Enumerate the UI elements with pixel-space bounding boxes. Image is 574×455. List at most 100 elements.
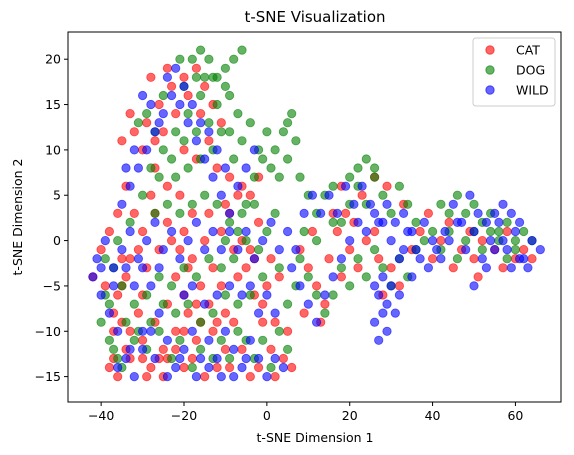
- point-cat-162: [138, 226, 148, 237]
- point-dog-31: [254, 245, 264, 255]
- point-wild-69: [196, 118, 206, 128]
- point-wild-119: [382, 199, 392, 209]
- point-wild-85: [345, 236, 355, 246]
- legend-label-cat: CAT: [516, 43, 540, 58]
- point-cat-170: [191, 299, 201, 309]
- legend-label-dog: DOG: [516, 63, 545, 78]
- point-wild-73: [138, 90, 148, 101]
- point-cat-37: [179, 72, 189, 82]
- point-wild-49: [125, 181, 135, 191]
- point-cat-70: [129, 208, 139, 218]
- point-dog-12: [233, 326, 243, 336]
- point-dog-93: [295, 172, 305, 182]
- point-wild-75: [154, 118, 164, 128]
- point-wild-169: [237, 290, 247, 300]
- x-axis-ticks: −40 −20 0 20 40 60: [88, 402, 523, 423]
- point-wild-152: [423, 263, 433, 273]
- point-wild-90: [386, 236, 396, 246]
- point-cat-53: [258, 317, 268, 327]
- point-wild-170: [245, 281, 255, 291]
- point-cat-167: [142, 371, 152, 382]
- point-dog-2: [129, 335, 139, 345]
- point-wild-133: [369, 281, 380, 291]
- point-dog-50: [183, 109, 193, 119]
- point-wild-65: [162, 72, 172, 82]
- point-dog-75: [237, 136, 247, 146]
- point-wild-138: [506, 263, 516, 273]
- point-dog-124: [311, 290, 322, 300]
- point-cat-27: [179, 226, 189, 237]
- point-dog-86: [266, 163, 276, 173]
- point-dog-132: [378, 263, 388, 273]
- point-wild-76: [129, 145, 139, 155]
- point-dog-165: [494, 226, 504, 237]
- y-tick-label: 10: [45, 142, 61, 157]
- point-cat-156: [212, 317, 222, 327]
- point-dog-180: [233, 226, 243, 237]
- point-wild-39: [225, 226, 235, 237]
- y-tick-label: −15: [35, 369, 61, 384]
- point-dog-175: [361, 154, 371, 164]
- point-wild-59: [208, 172, 218, 182]
- point-dog-150: [171, 308, 181, 318]
- point-wild-10: [179, 344, 189, 354]
- point-wild-79: [295, 281, 305, 291]
- point-wild-123: [378, 272, 388, 282]
- point-dog-55: [237, 45, 247, 55]
- point-wild-164: [179, 290, 189, 300]
- point-dog-146: [220, 290, 230, 300]
- point-dog-104: [386, 208, 396, 218]
- point-dog-122: [295, 254, 305, 264]
- point-cat-26: [167, 236, 177, 246]
- point-cat-71: [104, 226, 115, 237]
- point-wild-96: [436, 254, 446, 264]
- point-dog-40: [175, 208, 185, 218]
- point-wild-57: [191, 136, 201, 146]
- point-dog-25: [179, 263, 189, 273]
- point-dog-7: [187, 362, 197, 373]
- point-cat-80: [229, 317, 239, 327]
- point-wild-153: [415, 254, 425, 264]
- point-cat-58: [262, 281, 272, 291]
- point-dog-62: [154, 172, 164, 182]
- point-dog-38: [200, 190, 210, 200]
- point-cat-102: [324, 254, 334, 264]
- point-cat-56: [278, 353, 288, 364]
- point-wild-158: [109, 281, 119, 291]
- point-cat-69: [146, 190, 156, 200]
- point-wild-14: [212, 353, 222, 364]
- legend-marker-dog: [485, 65, 495, 75]
- point-cat-89: [183, 90, 193, 101]
- point-wild-9: [171, 362, 181, 373]
- point-dog-112: [452, 254, 462, 264]
- point-wild-104: [502, 245, 512, 255]
- point-wild-47: [291, 245, 301, 255]
- legend-marker-cat: [485, 45, 495, 55]
- point-wild-95: [427, 236, 438, 246]
- point-dog-166: [502, 217, 512, 227]
- x-tick-label: −20: [171, 408, 197, 423]
- point-cat-44: [212, 163, 222, 173]
- point-wild-66: [171, 63, 181, 73]
- point-dog-68: [233, 109, 243, 119]
- point-cat-23: [121, 272, 131, 282]
- point-cat-97: [311, 281, 322, 291]
- point-wild-156: [88, 272, 98, 282]
- point-wild-70: [204, 127, 214, 137]
- point-cat-101: [307, 226, 317, 237]
- point-dog-29: [229, 254, 239, 264]
- point-cat-143: [117, 254, 127, 264]
- point-dog-82: [175, 54, 185, 64]
- point-dog-30: [241, 236, 251, 246]
- point-dog-139: [299, 226, 309, 237]
- point-wild-28: [133, 254, 143, 264]
- point-wild-105: [510, 226, 521, 237]
- point-cat-12: [200, 371, 210, 382]
- point-cat-151: [258, 299, 268, 309]
- point-dog-42: [150, 208, 160, 218]
- point-cat-110: [369, 226, 380, 237]
- point-wild-142: [498, 199, 508, 209]
- point-dog-98: [336, 217, 346, 227]
- legend: CAT DOG WILD: [472, 37, 556, 107]
- point-wild-175: [125, 344, 135, 354]
